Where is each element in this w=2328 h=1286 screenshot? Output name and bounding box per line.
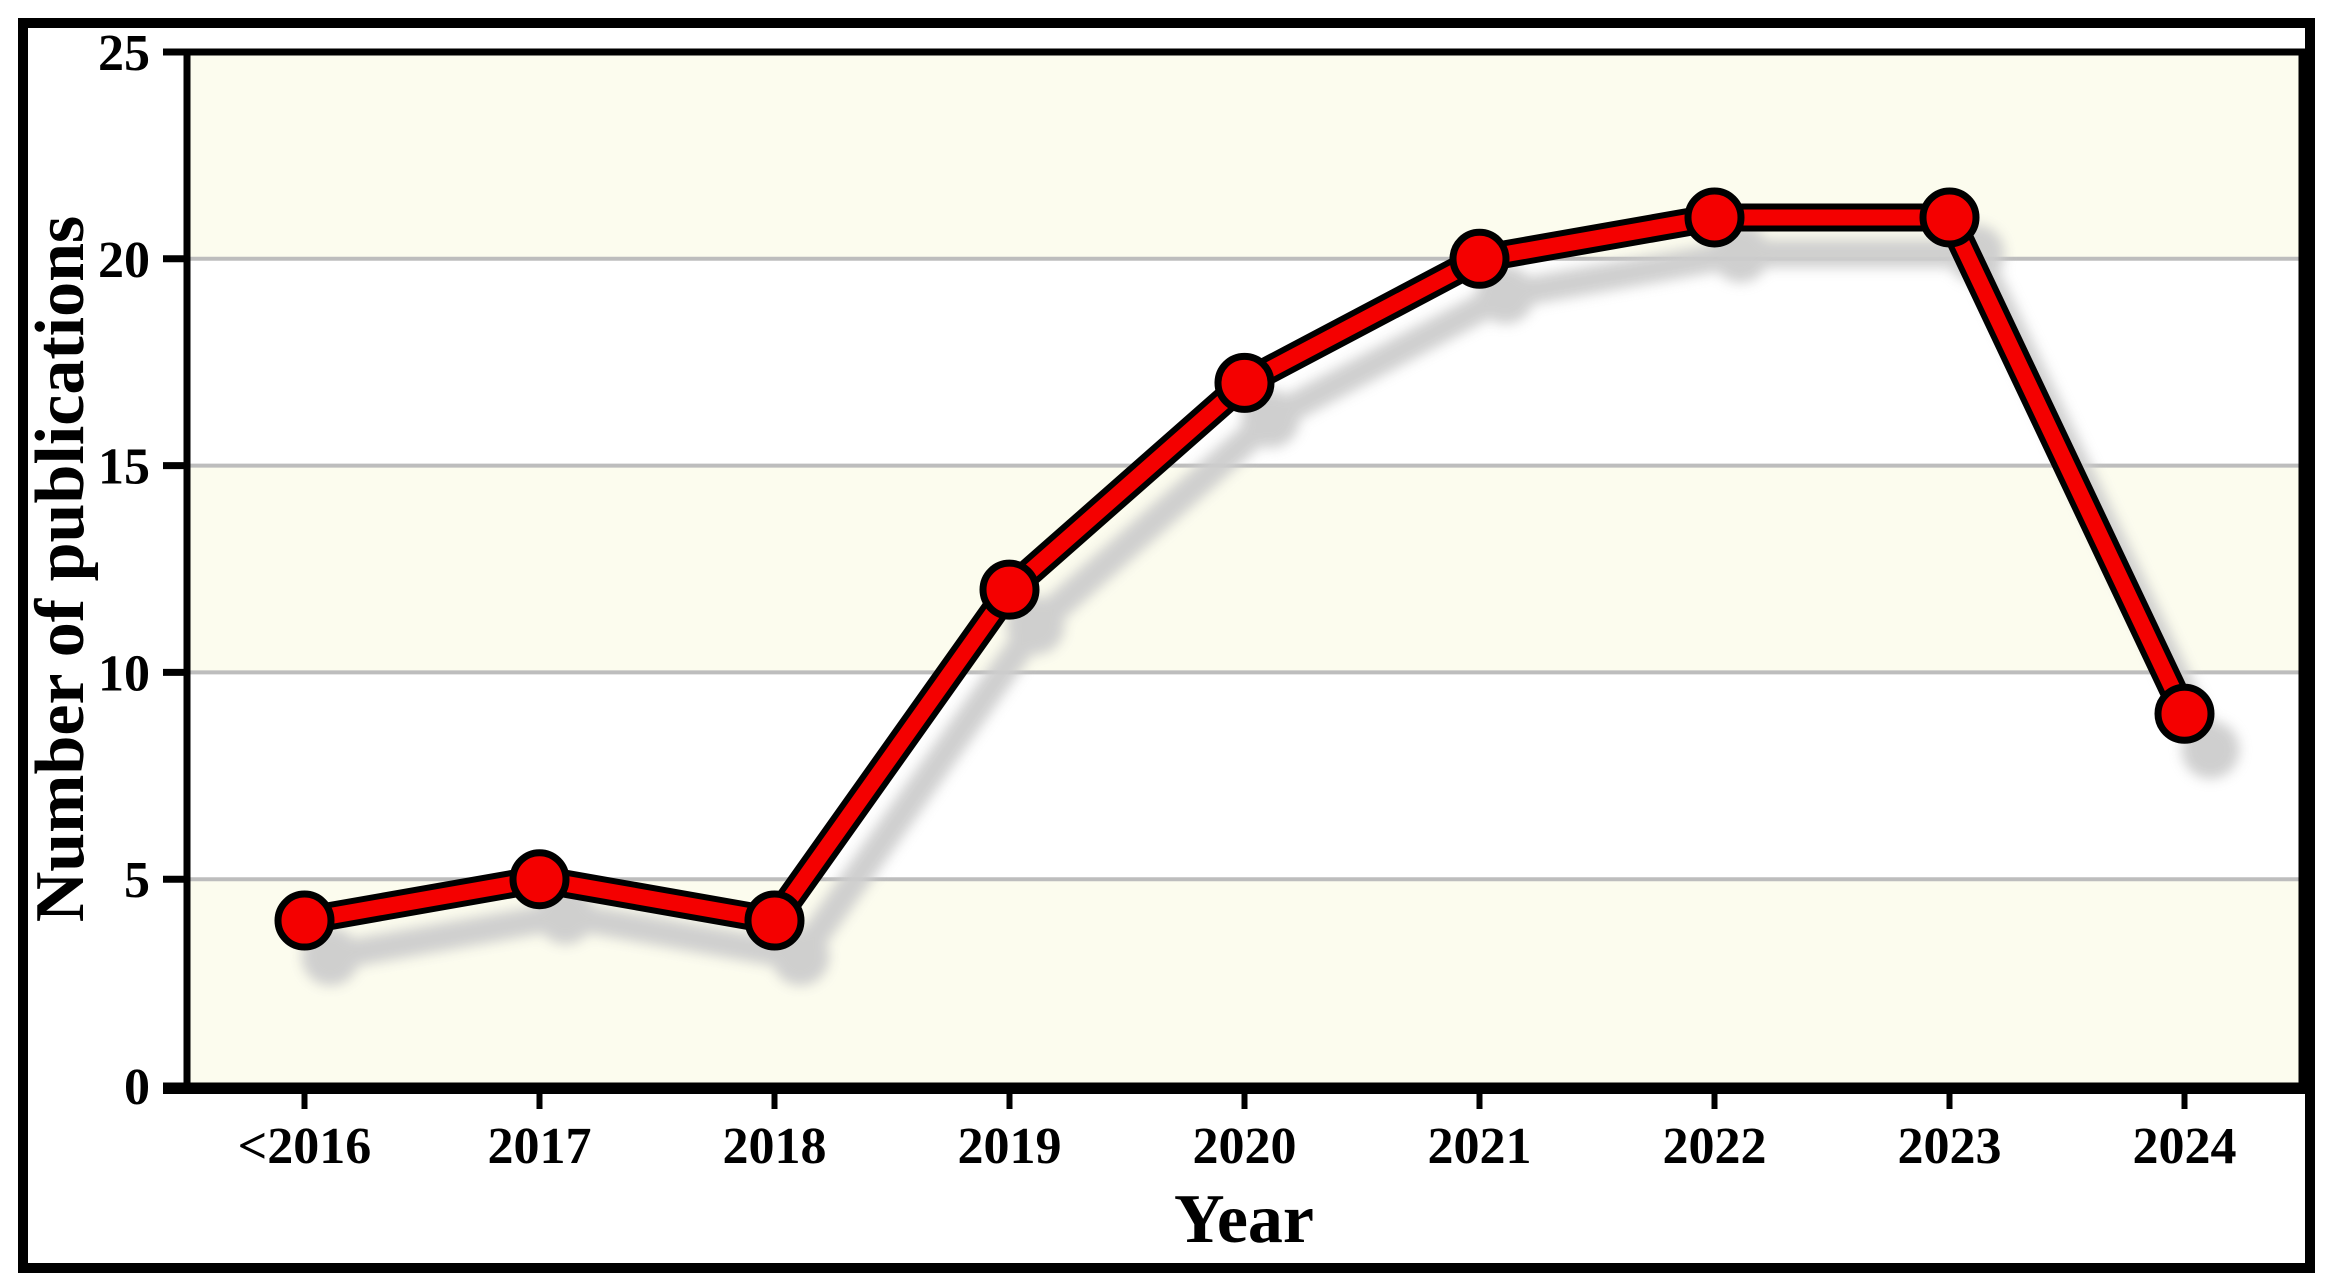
x-tick-label: 2018	[723, 1118, 827, 1175]
y-tick-label: 20	[98, 232, 150, 289]
y-tick-label: 25	[98, 25, 150, 82]
x-tick-label: 2022	[1663, 1118, 1767, 1175]
plot-band	[190, 879, 2299, 1086]
outer-border	[18, 18, 2315, 1273]
x-tick-labels: <2016 2017 2018 2019 2020 2021 2022 2023 2024	[238, 1118, 2237, 1175]
y-tick-label: 10	[98, 645, 150, 702]
x-tick-label: 2023	[1898, 1118, 2002, 1175]
plot-frame	[163, 48, 2306, 1094]
data-point-marker-2019	[979, 559, 1040, 620]
plot-band	[190, 465, 2299, 673]
data-point-marker-2017	[509, 849, 570, 910]
data-point-marker-<2016	[274, 890, 335, 951]
plot-bands	[190, 52, 2299, 1086]
y-tick-labels: 0 5 10 15 20 25	[98, 25, 150, 1116]
series-line-group	[274, 187, 2215, 951]
data-point-marker-2018	[744, 890, 805, 951]
data-point-marker-2020	[1214, 352, 1275, 413]
data-point-marker-2022	[1684, 187, 1745, 248]
x-axis-title: Year	[1174, 1181, 1314, 1258]
x-tick-label: 2024	[2133, 1118, 2237, 1175]
plot-band	[190, 672, 2299, 880]
x-tick-label: 2021	[1428, 1118, 1532, 1175]
x-tick-label: <2016	[238, 1118, 372, 1175]
data-point-marker-2023	[1919, 187, 1980, 248]
y-tick-label: 0	[124, 1059, 150, 1116]
y-tick-label: 5	[124, 852, 150, 909]
x-tick-label: 2020	[1193, 1118, 1297, 1175]
y-tick-label: 15	[98, 439, 150, 496]
data-point-marker-2024	[2154, 683, 2215, 744]
data-point-marker-2021	[1449, 228, 1510, 289]
x-tick-label: 2019	[958, 1118, 1062, 1175]
x-tick-label: 2017	[488, 1118, 592, 1175]
y-axis-title: Number of publications	[22, 216, 99, 923]
axis-ticks	[163, 48, 2188, 1109]
